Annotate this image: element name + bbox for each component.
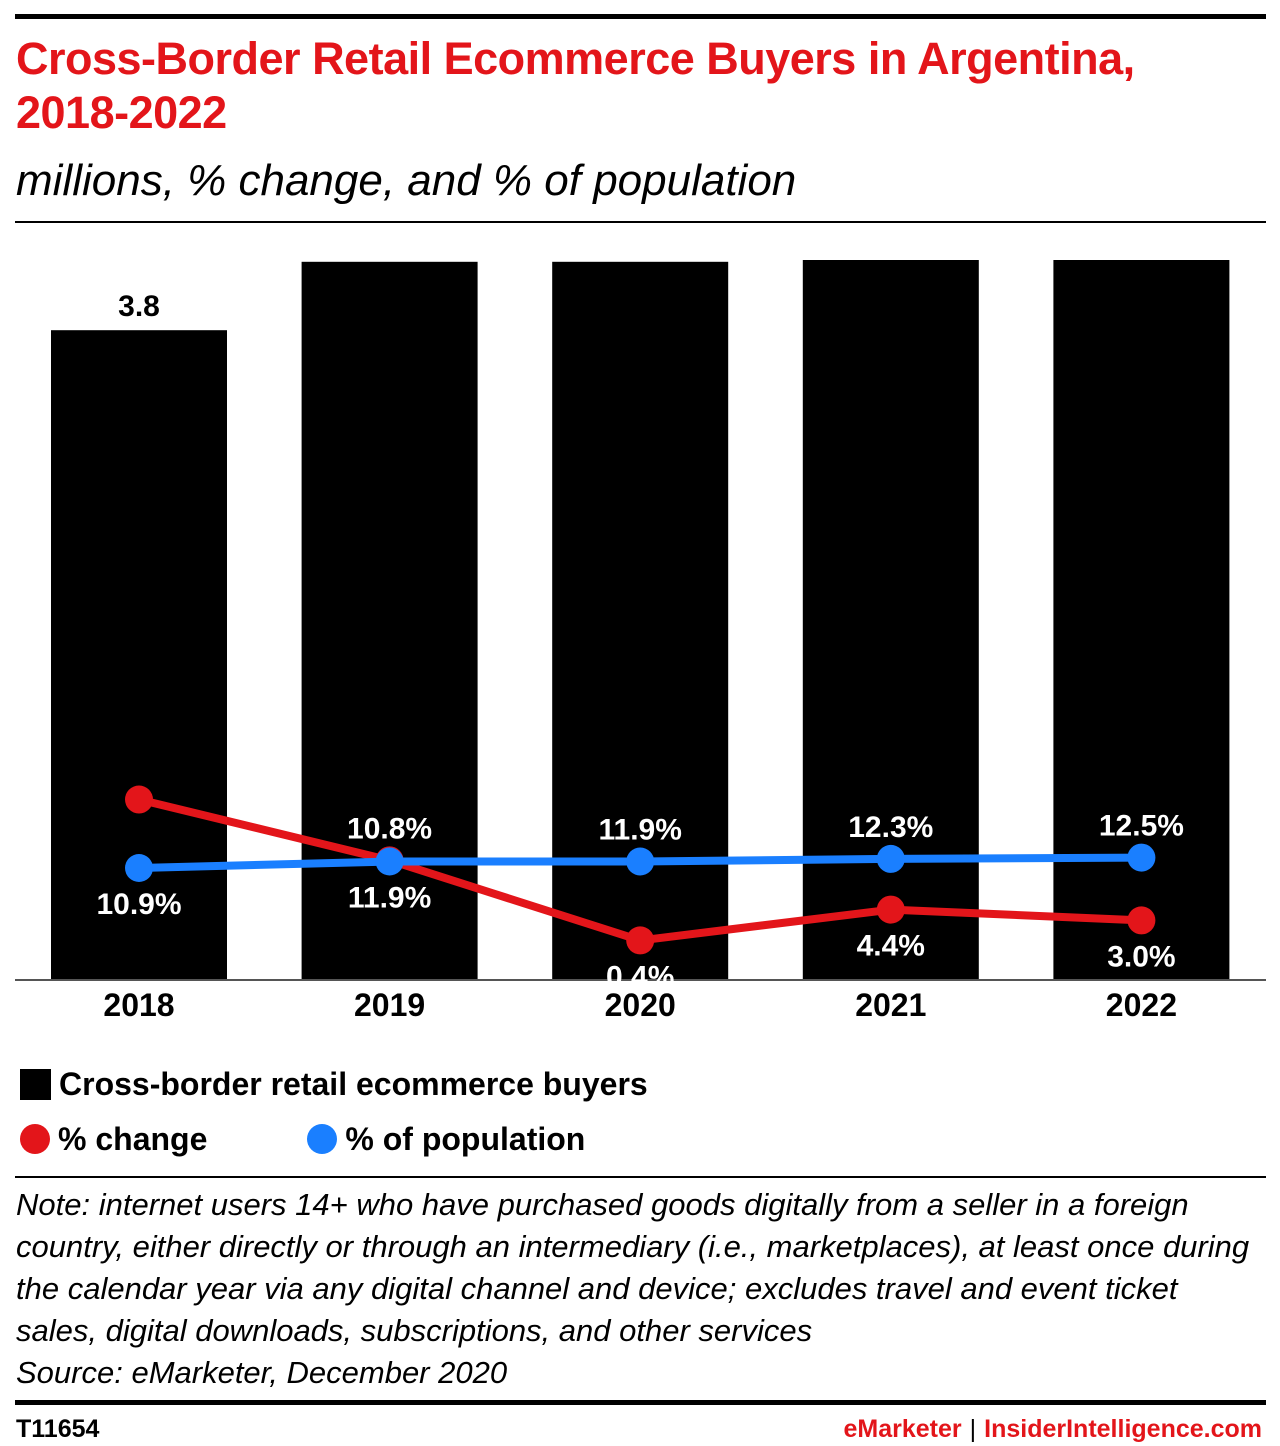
change-point-2022 (1127, 906, 1156, 935)
bar-line-chart: 3.820184.220194.220204.420214.5202218.7%… (15, 260, 1266, 1023)
footer-brand: eMarketer | InsiderIntelligence.com (844, 1412, 1263, 1446)
x-tick-label-2022: 2022 (1106, 987, 1177, 1023)
population-point-2018 (125, 854, 153, 882)
top-rule (15, 14, 1266, 19)
population-point-2021 (876, 844, 905, 873)
population-value-label-2019: 11.9% (348, 882, 431, 915)
bar-2018 (51, 330, 227, 980)
population-point-2019 (375, 847, 404, 876)
legend-swatch-population (307, 1124, 338, 1154)
lines-layer (125, 785, 1156, 955)
legend-swatch-bars (20, 1068, 51, 1100)
source-text: Source: eMarketer, December 2020 (16, 1355, 508, 1390)
legend-item-population: % of population (307, 1121, 585, 1158)
x-tick-label-2019: 2019 (354, 987, 425, 1023)
labels-layer: 3.820184.220194.220204.420214.5202218.7%… (96, 290, 1184, 1023)
population-point-2022 (1127, 843, 1156, 872)
chart-subtitle: millions, % change, and % of population (16, 156, 797, 205)
x-tick-label-2021: 2021 (855, 987, 926, 1023)
chart-note: Note: internet users 14+ who have purcha… (16, 1184, 1266, 1394)
change-value-label-2019: 10.8% (347, 812, 432, 845)
x-tick-label-2020: 2020 (605, 987, 676, 1023)
bar-value-label-2018: 3.8 (118, 290, 160, 323)
brand-emarketer: eMarketer (843, 1415, 962, 1443)
note-rule (15, 1176, 1266, 1178)
change-point-2021 (876, 895, 905, 924)
legend-label-bars: Cross-border retail ecommerce buyers (59, 1065, 648, 1102)
chart-id: T11654 (16, 1415, 100, 1443)
legend-label-population: % of population (345, 1120, 586, 1157)
change-value-label-2018: 18.7% (96, 752, 181, 785)
header-rule (15, 221, 1266, 223)
population-value-label-2018: 10.9% (96, 888, 181, 921)
change-point-2018 (125, 785, 153, 814)
change-value-label-2021: 4.4% (857, 930, 925, 963)
footer-rule (15, 1400, 1266, 1405)
note-text: Note: internet users 14+ who have purcha… (16, 1187, 1250, 1348)
population-value-label-2020: 11.9% (598, 814, 681, 847)
change-point-2020 (626, 926, 655, 955)
legend-label-change: % change (58, 1120, 208, 1157)
x-tick-label-2018: 2018 (103, 987, 174, 1023)
population-value-label-2022: 12.5% (1099, 810, 1184, 843)
change-value-label-2020: 0.4% (606, 960, 674, 993)
brand-insider-intelligence-link[interactable]: InsiderIntelligence.com (984, 1415, 1262, 1443)
population-value-label-2021: 12.3% (848, 811, 933, 844)
legend-item-change: % change (20, 1121, 207, 1158)
chart-title: Cross-Border Retail Ecommerce Buyers in … (16, 33, 1135, 138)
change-value-label-2022: 3.0% (1107, 940, 1175, 973)
legend-row-bars: Cross-border retail ecommerce buyers (20, 1064, 648, 1104)
population-point-2020 (626, 847, 655, 876)
brand-separator: | (969, 1415, 977, 1443)
legend-swatch-change (20, 1124, 50, 1154)
legend-row-lines: % change % of population (20, 1119, 585, 1159)
bar-2022 (1053, 260, 1230, 980)
